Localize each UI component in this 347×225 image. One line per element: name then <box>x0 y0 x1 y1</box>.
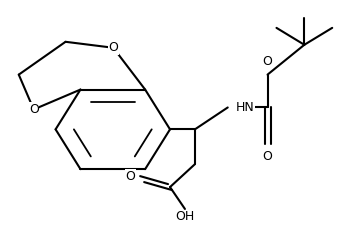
Text: OH: OH <box>175 210 195 223</box>
Text: O: O <box>263 55 272 68</box>
Text: O: O <box>125 170 135 183</box>
Text: O: O <box>108 41 118 54</box>
Text: O: O <box>263 150 272 163</box>
Text: HN: HN <box>236 101 254 114</box>
Text: O: O <box>29 103 39 116</box>
